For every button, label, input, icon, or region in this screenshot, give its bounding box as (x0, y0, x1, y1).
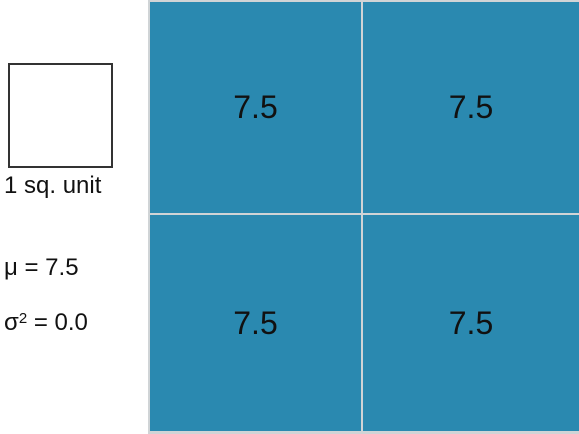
variance-symbol: σ (4, 309, 19, 336)
variance-label: σ2 = 0.0 (4, 309, 88, 337)
grid-cell-top-right: 7.5 (363, 2, 579, 213)
grid-cell-top-left: 7.5 (150, 2, 361, 213)
mean-label: μ = 7.5 (4, 254, 79, 281)
grid-cell-bottom-left: 7.5 (150, 215, 361, 431)
variance-exponent: 2 (18, 310, 28, 327)
value-grid: 7.5 7.5 7.5 7.5 (148, 0, 579, 434)
grid-cell-bottom-right: 7.5 (363, 215, 579, 431)
unit-square (8, 63, 113, 168)
variance-value: = 0.0 (27, 309, 88, 336)
unit-square-label: 1 sq. unit (4, 172, 102, 199)
